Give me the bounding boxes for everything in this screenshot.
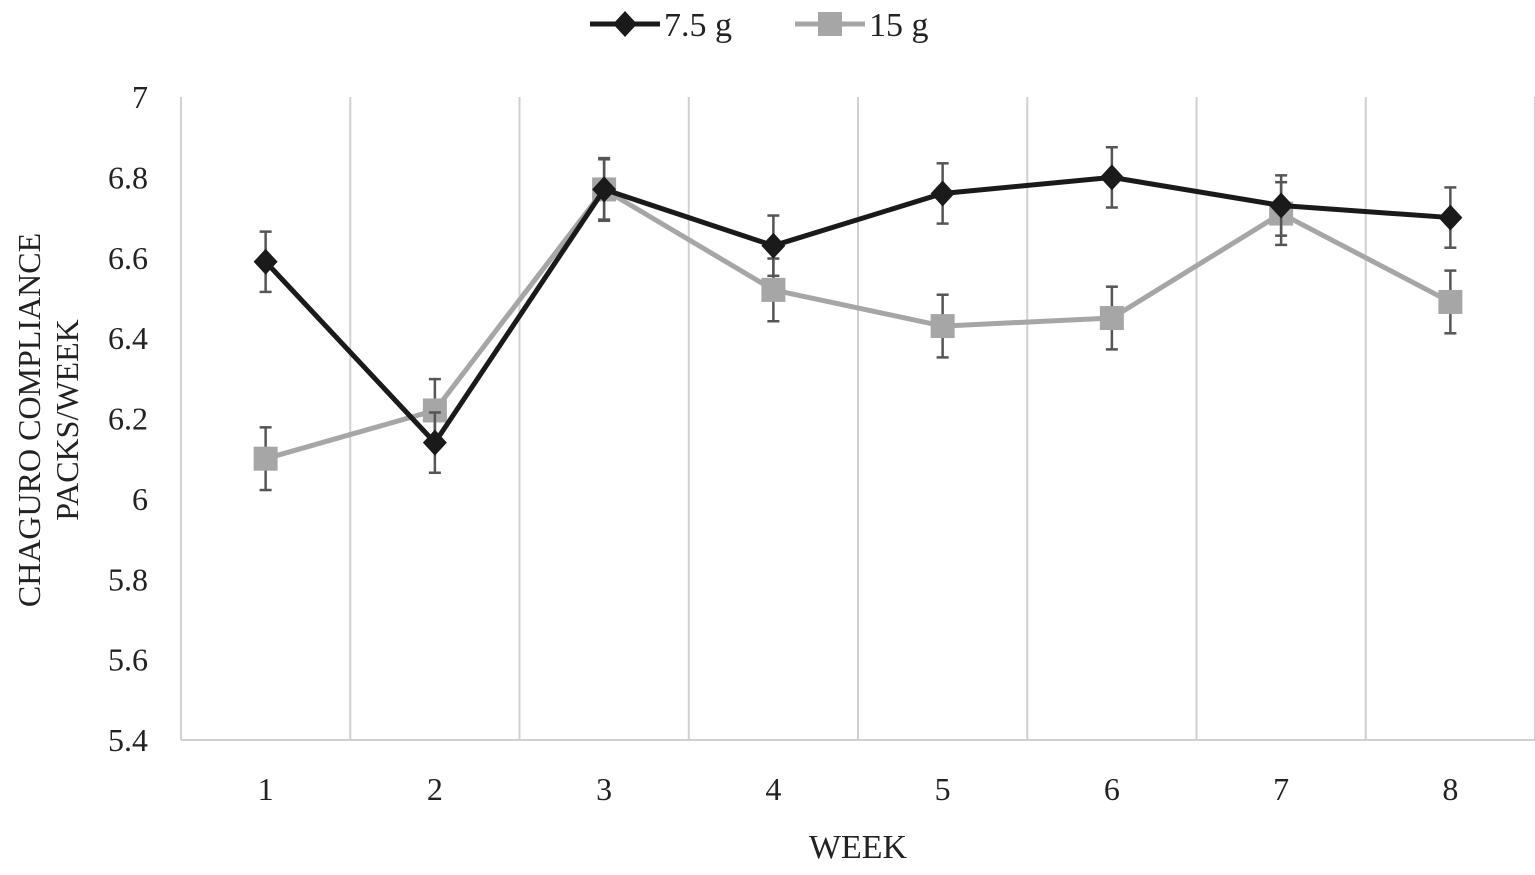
- y-tick-label: 6.4: [108, 320, 148, 356]
- y-axis-label-line-1: CHAGURO COMPLIANCE: [11, 233, 47, 607]
- x-tick-label: 7: [1273, 771, 1289, 807]
- series-7-5g: [253, 145, 1463, 475]
- x-tick-label: 6: [1104, 771, 1120, 807]
- series-15g: [253, 156, 1463, 492]
- data-point-square: [1099, 306, 1124, 331]
- x-tick-label: 8: [1442, 771, 1458, 807]
- data-point-diamond: [1269, 192, 1294, 219]
- legend-label: 7.5 g: [664, 7, 732, 44]
- legend-label: 15 g: [869, 7, 929, 44]
- x-tick-label: 3: [596, 771, 612, 807]
- legend-marker-square: [818, 12, 842, 36]
- series-line: [264, 186, 1452, 462]
- y-tick-label: 5.6: [108, 642, 148, 678]
- y-tick-label: 6.2: [108, 401, 148, 437]
- y-tick-label: 5.4: [108, 722, 148, 758]
- series-layer: [253, 145, 1463, 492]
- data-point-diamond: [253, 248, 278, 275]
- data-point-diamond: [592, 176, 617, 203]
- y-axis-label-line-2: PACKS/WEEK: [49, 319, 85, 521]
- y-tick-label: 6: [132, 481, 148, 517]
- x-tick-label: 4: [765, 771, 781, 807]
- axes: 5.4 5.6 5.8 6 6.2 6.4 6.6 6.8 7 1 2 3 4 5 6 7 8: [108, 79, 1535, 807]
- data-point-diamond: [422, 429, 447, 456]
- data-point-diamond: [761, 232, 786, 259]
- data-point-square: [930, 314, 955, 339]
- data-point-diamond: [930, 180, 955, 207]
- x-axis-label: WEEK: [809, 829, 908, 866]
- y-tick-label: 6.6: [108, 240, 148, 276]
- y-tick-label: 6.8: [108, 159, 148, 195]
- data-point-square: [761, 277, 786, 302]
- x-tick-label: 1: [258, 771, 274, 807]
- series-line: [263, 174, 1451, 446]
- data-point-square: [1438, 289, 1463, 314]
- legend: 7.5 g 15 g: [590, 7, 929, 44]
- data-point-square: [253, 446, 278, 471]
- gridlines: [180, 97, 1535, 740]
- y-tick-label: 7: [132, 79, 148, 115]
- data-point-diamond: [1438, 204, 1463, 231]
- x-tick-label: 2: [427, 771, 443, 807]
- x-tick-label: 5: [935, 771, 951, 807]
- legend-marker-diamond: [613, 11, 637, 37]
- data-point-diamond: [1099, 164, 1124, 191]
- y-tick-label: 5.8: [108, 561, 148, 597]
